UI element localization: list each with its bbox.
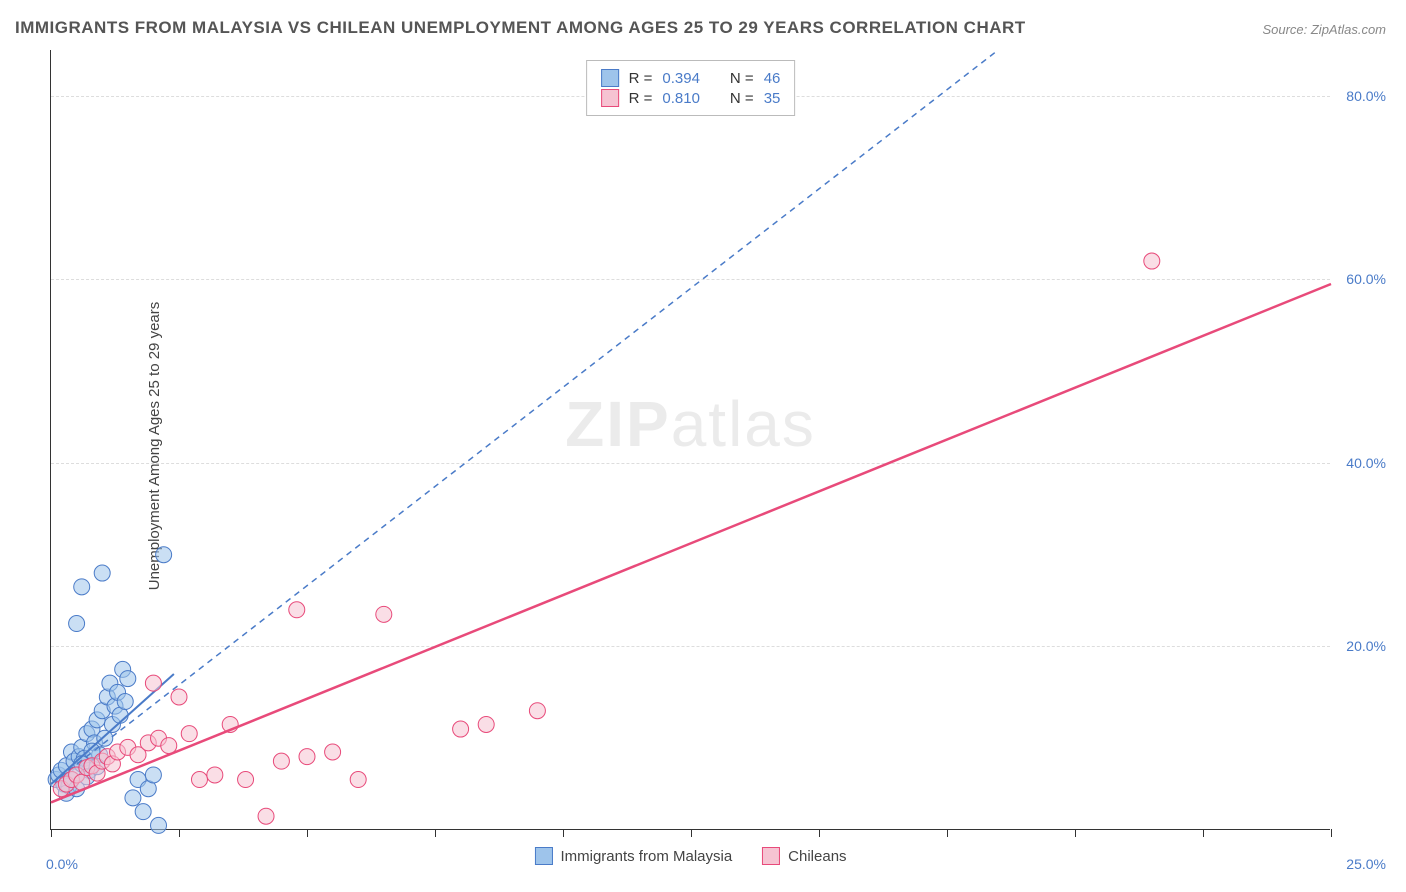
y-tick-label: 20.0% (1346, 638, 1386, 654)
data-point (238, 772, 254, 788)
data-point (156, 547, 172, 563)
n-value: 35 (764, 90, 781, 107)
r-label: R = (629, 70, 653, 87)
x-axis-max-label: 25.0% (1346, 856, 1386, 872)
legend-label: Immigrants from Malaysia (560, 848, 732, 865)
data-point (453, 721, 469, 737)
data-point (69, 616, 85, 632)
swatch-icon (762, 847, 780, 865)
legend-label: Chileans (788, 848, 846, 865)
data-point (74, 579, 90, 595)
data-point (258, 808, 274, 824)
data-point (529, 703, 545, 719)
x-axis-min-label: 0.0% (46, 856, 78, 872)
correlation-row: R = 0.810 N = 35 (601, 89, 781, 107)
data-point (135, 804, 151, 820)
legend-item: Chileans (762, 847, 846, 865)
plot-area: ZIPatlas 20.0%40.0%60.0%80.0% R = 0.394 … (50, 50, 1330, 830)
data-point (94, 565, 110, 581)
data-point (478, 716, 494, 732)
data-point (120, 671, 136, 687)
n-label: N = (730, 90, 754, 107)
y-tick-label: 40.0% (1346, 455, 1386, 471)
r-label: R = (629, 90, 653, 107)
data-point (145, 767, 161, 783)
swatch-icon (534, 847, 552, 865)
data-point (207, 767, 223, 783)
swatch-icon (601, 89, 619, 107)
data-point (376, 606, 392, 622)
trend-line (51, 284, 1331, 802)
data-point (325, 744, 341, 760)
data-point (117, 694, 133, 710)
r-value: 0.394 (662, 70, 700, 87)
chart-svg (51, 50, 1330, 829)
data-point (191, 772, 207, 788)
r-value: 0.810 (662, 90, 700, 107)
n-value: 46 (764, 70, 781, 87)
legend-item: Immigrants from Malaysia (534, 847, 732, 865)
data-point (289, 602, 305, 618)
correlation-row: R = 0.394 N = 46 (601, 69, 781, 87)
data-point (1144, 253, 1160, 269)
trend-line-extrapolated (51, 50, 998, 784)
swatch-icon (601, 69, 619, 87)
n-label: N = (730, 70, 754, 87)
series-legend: Immigrants from Malaysia Chileans (534, 847, 846, 865)
data-point (273, 753, 289, 769)
chart-container: IMMIGRANTS FROM MALAYSIA VS CHILEAN UNEM… (0, 0, 1406, 892)
source-attribution: Source: ZipAtlas.com (1262, 22, 1386, 37)
data-point (151, 817, 167, 833)
data-point (350, 772, 366, 788)
chart-title: IMMIGRANTS FROM MALAYSIA VS CHILEAN UNEM… (15, 18, 1026, 38)
data-point (171, 689, 187, 705)
correlation-legend: R = 0.394 N = 46 R = 0.810 N = 35 (586, 60, 796, 116)
y-tick-label: 60.0% (1346, 271, 1386, 287)
y-tick-label: 80.0% (1346, 88, 1386, 104)
data-point (181, 726, 197, 742)
data-point (145, 675, 161, 691)
data-point (299, 749, 315, 765)
data-point (125, 790, 141, 806)
